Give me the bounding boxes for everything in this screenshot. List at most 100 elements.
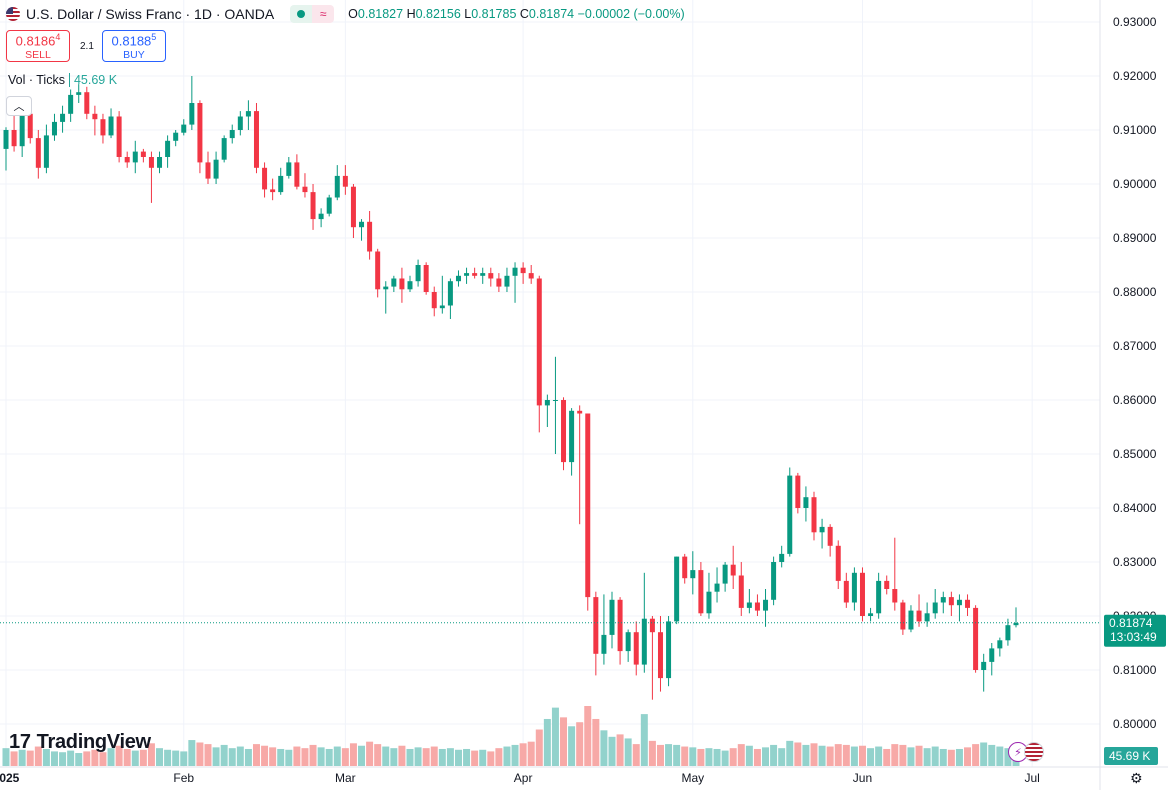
volume-bar — [2, 748, 10, 766]
candle-body — [342, 175, 348, 187]
volume-bar — [139, 749, 147, 766]
candle-body — [431, 292, 437, 309]
open-value: 0.81827 — [357, 7, 404, 21]
volume-bar — [753, 748, 761, 766]
high-label: H — [406, 7, 416, 21]
volume-bar — [818, 745, 826, 766]
volume-bar — [422, 748, 430, 766]
candle-body — [884, 580, 890, 589]
buy-button[interactable]: 0.81885 BUY — [101, 30, 166, 62]
candle-body — [843, 580, 849, 603]
volume-bar — [858, 745, 866, 766]
volume-bar — [406, 748, 414, 766]
volume-bar — [131, 750, 139, 766]
market-status[interactable]: ≈ — [290, 5, 335, 23]
candle-body — [625, 632, 631, 652]
candle-body — [3, 130, 9, 149]
x-tick-label: Apr — [514, 771, 533, 785]
us-flag-button-icon[interactable] — [1024, 742, 1044, 762]
time-axis[interactable]: 2025 Feb Mar Apr May Jun Jul — [0, 771, 1040, 785]
candle-body — [504, 275, 510, 287]
buy-price: 0.8188 — [111, 33, 152, 49]
volume-bar — [277, 748, 285, 766]
tradingview-logo[interactable]: 17 TradingView — [9, 731, 151, 754]
volume-bar — [624, 738, 632, 766]
candle-body — [771, 562, 777, 600]
candle-body — [60, 113, 66, 122]
volume-bar — [463, 748, 471, 766]
x-tick-label: Feb — [173, 771, 194, 785]
spread-value: 2.1 — [80, 40, 94, 52]
candle-body — [367, 221, 373, 252]
volume-bar — [244, 748, 252, 766]
candle-body — [835, 545, 841, 581]
volume-bar — [972, 744, 980, 766]
candle-body — [181, 124, 187, 133]
volume-bar — [568, 726, 576, 766]
candle-body — [43, 135, 49, 168]
candle-body — [795, 475, 801, 508]
candle-body — [819, 526, 825, 533]
volume-bar — [252, 744, 260, 766]
candle-body — [940, 597, 946, 603]
candle-body — [68, 94, 74, 114]
candle-body — [787, 475, 793, 554]
volume-bar — [430, 746, 438, 766]
candle-body — [19, 113, 25, 147]
y-tick-label: 0.86000 — [1113, 393, 1157, 407]
volume-bar — [414, 747, 422, 766]
candle-body — [956, 599, 962, 606]
y-tick-label: 0.83000 — [1113, 555, 1157, 569]
volume-bar — [50, 751, 58, 766]
collapse-legend-button[interactable]: ︿ — [6, 96, 32, 116]
candle-body — [221, 138, 227, 160]
volume-bar — [390, 748, 398, 766]
candle-body — [237, 116, 243, 130]
volume-bar — [479, 749, 487, 766]
y-tick-label: 0.88000 — [1113, 285, 1157, 299]
volume-legend[interactable]: Vol · Ticks 45.69 K — [8, 73, 117, 87]
candle-body — [738, 575, 744, 608]
volume-bar — [172, 750, 180, 766]
y-tick-label: 0.93000 — [1113, 15, 1157, 29]
ohlc-values: O0.81827 H0.82156 L0.81785 C0.81874 −0.0… — [348, 7, 684, 21]
volume-bar — [632, 744, 640, 766]
volume-bar — [446, 748, 454, 766]
volume-bar — [91, 749, 99, 766]
candle-body — [294, 162, 300, 187]
candle-body — [124, 157, 130, 163]
volume-bar — [18, 749, 26, 766]
y-tick-label: 0.81000 — [1113, 663, 1157, 677]
candle-body — [334, 175, 340, 198]
candle-body — [746, 602, 752, 608]
volume-bar — [939, 748, 947, 766]
y-tick-label: 0.87000 — [1113, 339, 1157, 353]
us-flag-icon — [6, 7, 20, 21]
candle-body — [132, 151, 138, 163]
gear-icon[interactable]: ⚙ — [1130, 770, 1143, 786]
symbol-title[interactable]: U.S. Dollar / Swiss Franc · 1D · OANDA — [26, 6, 275, 22]
candle-body — [609, 599, 615, 635]
volume-bar — [107, 748, 115, 766]
candle-body — [407, 281, 413, 290]
volume-bar — [988, 744, 996, 766]
volume-bar — [697, 748, 705, 766]
candle-body — [859, 572, 865, 616]
buy-price-pip: 5 — [151, 31, 157, 42]
candle-body — [447, 281, 453, 306]
candle-body — [205, 162, 211, 179]
candle-body — [197, 103, 203, 163]
countdown-label: 13:03:49 — [1110, 630, 1157, 644]
candle-body — [464, 273, 470, 276]
volume-bar — [600, 730, 608, 766]
volume-bar — [996, 746, 1004, 766]
sell-button[interactable]: 0.81864 SELL — [6, 30, 70, 62]
volume-bar — [584, 706, 592, 766]
candle-body — [51, 121, 57, 136]
candle-body — [270, 189, 276, 193]
volume-bar — [665, 744, 673, 766]
last-price-tag: 0.81874 13:03:49 — [1104, 614, 1166, 647]
volume-bar — [366, 741, 374, 766]
candle-body — [148, 157, 154, 168]
